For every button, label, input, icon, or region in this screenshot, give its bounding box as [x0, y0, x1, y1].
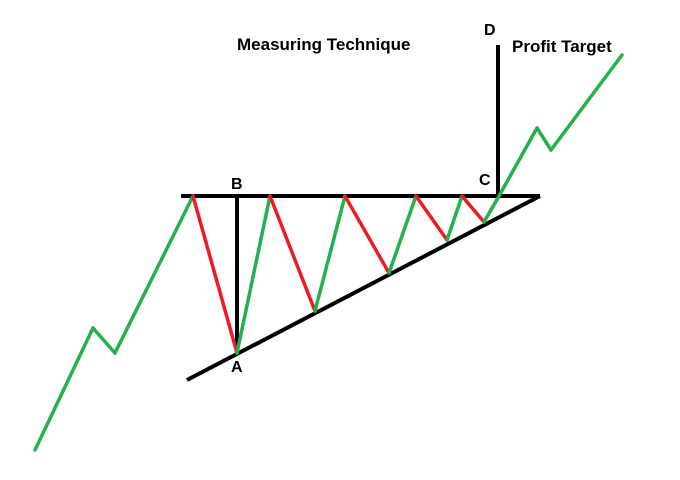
up-swing [445, 194, 464, 242]
profit-target-label: Profit Target [512, 37, 612, 56]
up-swing [482, 194, 501, 224]
down-swing [460, 194, 486, 224]
down-swing [535, 126, 553, 152]
down-swing [343, 194, 391, 275]
down-swing [414, 194, 449, 242]
point-c-label: C [479, 172, 491, 189]
price-path [33, 53, 624, 452]
support-line [186, 194, 541, 382]
up-swing [387, 194, 418, 275]
point-a-label: A [231, 359, 243, 376]
up-swing [235, 194, 272, 355]
up-swing [113, 194, 195, 355]
point-b-label: B [231, 176, 243, 193]
up-swing [33, 326, 95, 452]
point-d-label: D [484, 22, 496, 39]
up-swing [549, 53, 624, 152]
up-swing [313, 194, 347, 313]
diagram-title: Measuring Technique [237, 35, 411, 54]
up-swing [497, 126, 539, 198]
down-swing [91, 326, 117, 355]
down-swing [268, 194, 317, 313]
down-swing [191, 194, 239, 355]
